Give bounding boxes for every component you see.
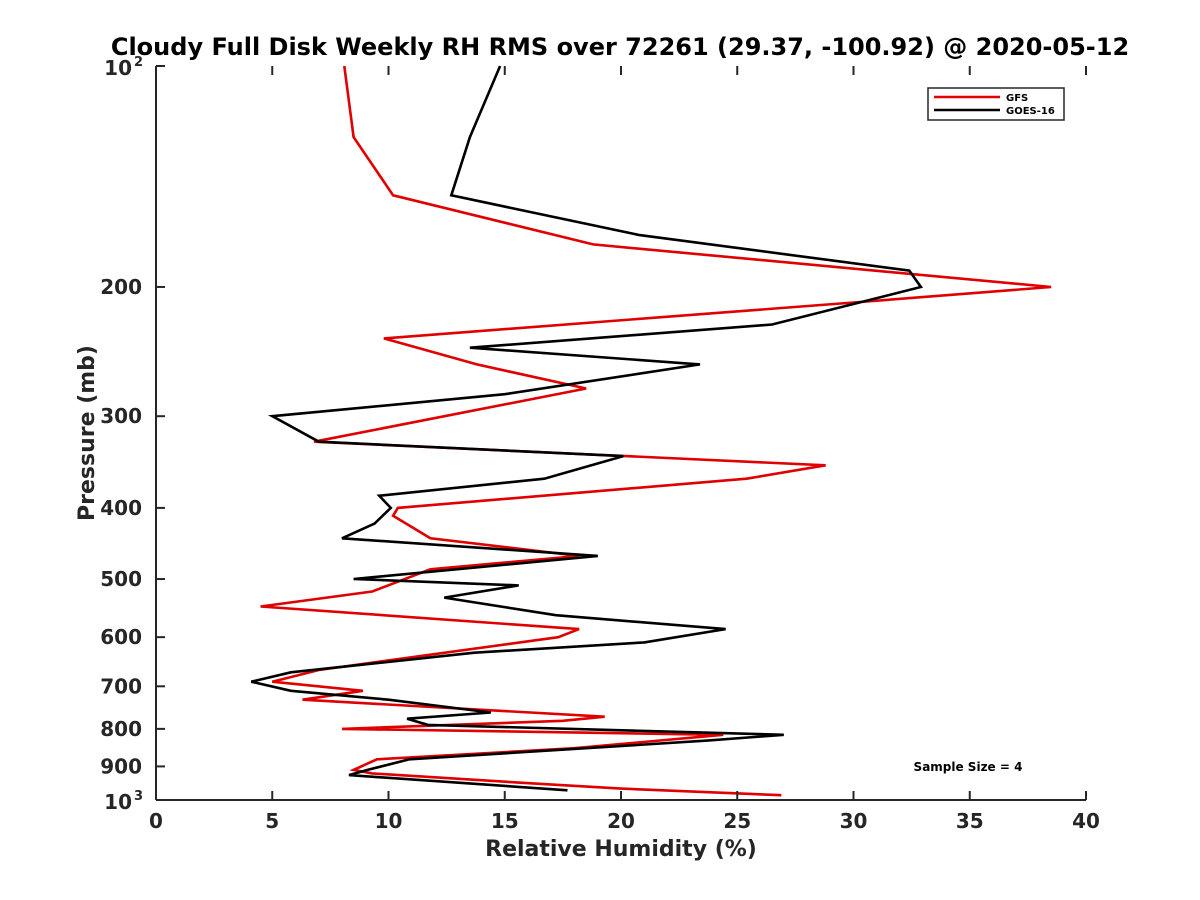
y-tick-label: 700 <box>100 674 142 698</box>
y-tick-label: 900 <box>100 754 142 778</box>
x-tick-label: 15 <box>491 809 519 833</box>
x-axis-label: Relative Humidity (%) <box>485 837 757 862</box>
chart-title: Cloudy Full Disk Weekly RH RMS over 7226… <box>111 33 1129 61</box>
x-axis-ticks: 0 5 10 15 20 25 30 35 40 <box>149 66 1100 833</box>
legend-label-goes16: GOES-16 <box>1006 106 1055 117</box>
x-tick-label: 5 <box>265 809 279 833</box>
series-line-goes16 <box>250 65 924 792</box>
y-tick-exponent: 2 <box>134 55 143 70</box>
y-tick-label: 400 <box>100 496 142 520</box>
y-tick-label: 300 <box>100 404 142 428</box>
y-tick-label: 600 <box>100 625 142 649</box>
y-tick-label: 10 <box>104 790 132 814</box>
legend-box <box>927 87 1065 121</box>
y-axis-label: Pressure (mb) <box>75 345 100 521</box>
x-tick-label: 40 <box>1072 809 1100 833</box>
x-tick-label: 20 <box>607 809 635 833</box>
plot-lines <box>250 65 1052 797</box>
x-tick-label: 25 <box>723 809 751 833</box>
x-tick-label: 10 <box>375 809 403 833</box>
x-tick-label: 30 <box>840 809 868 833</box>
y-tick-label: 500 <box>100 567 142 591</box>
x-tick-label: 35 <box>956 809 984 833</box>
y-tick-label: 800 <box>100 717 142 741</box>
legend: GFS GOES-16 <box>927 87 1065 121</box>
series-line-gfs <box>260 65 1052 797</box>
y-tick-exponent: 3 <box>134 789 143 804</box>
legend-label-gfs: GFS <box>1006 93 1028 104</box>
y-tick-label: 200 <box>100 275 142 299</box>
y-tick-label: 10 <box>104 56 132 80</box>
x-tick-label: 0 <box>149 809 163 833</box>
sample-size-annotation: Sample Size = 4 <box>914 760 1023 774</box>
